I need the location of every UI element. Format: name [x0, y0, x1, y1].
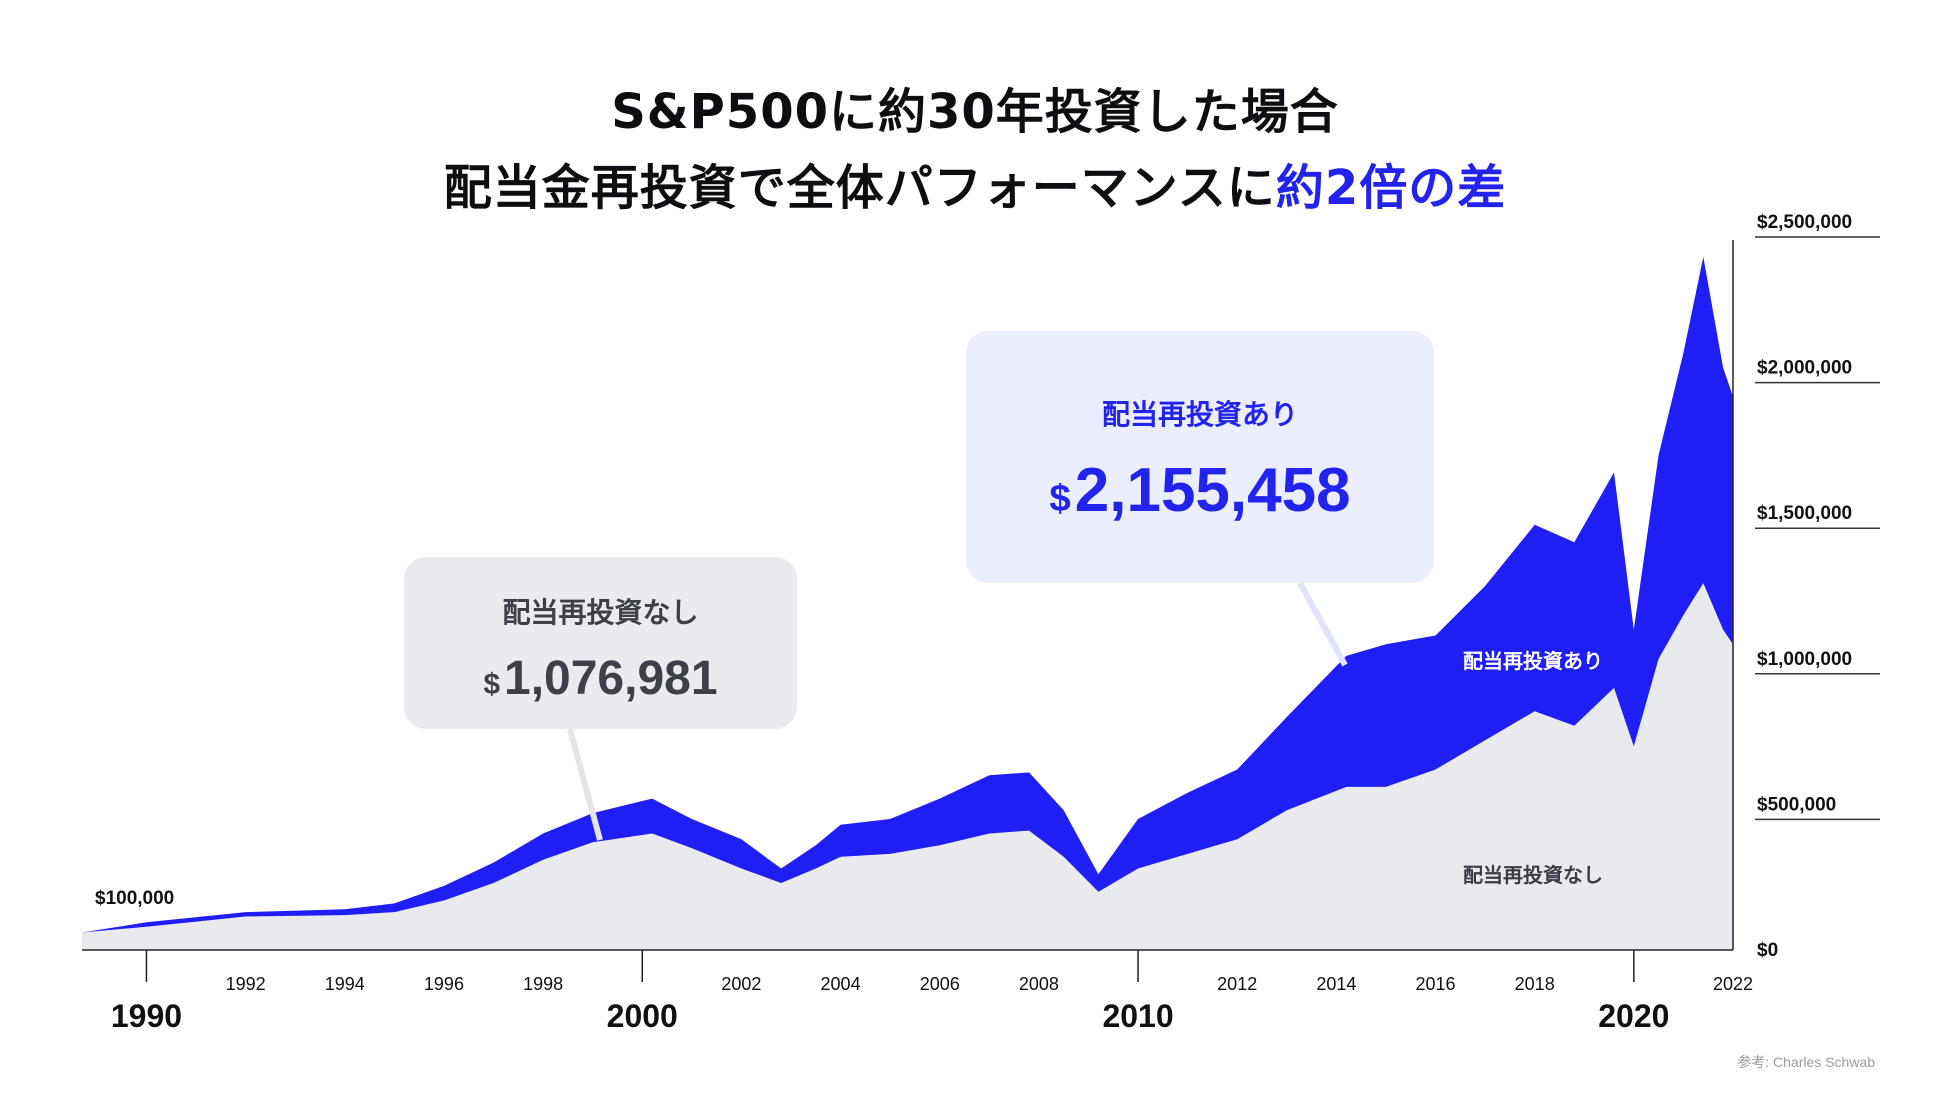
callout-without-currency: $: [483, 668, 500, 701]
callout-with-reinvestment: 配当再投資あり $2,155,458: [966, 331, 1434, 583]
series-label-with: 配当再投資あり: [1463, 649, 1603, 673]
source-note: 参考: Charles Schwab: [1737, 1054, 1875, 1070]
chart-title-line1: S&P500に約30年投資した場合: [611, 84, 1339, 140]
callout-without-value: $1,076,981: [404, 651, 797, 706]
callout-with-label: 配当再投資あり: [1101, 398, 1298, 431]
callout-with-amount: 2,155,458: [1074, 456, 1351, 525]
series-area-with-reinvestment: [82, 256, 1733, 950]
x-tick-label-minor: 2008: [1019, 974, 1059, 994]
callout-without-pointer: [567, 728, 603, 841]
x-tick-label-major: 2020: [1598, 998, 1669, 1034]
x-tick-label-major: 2010: [1102, 998, 1173, 1034]
chart-title-line2: 配当金再投資で全体パフォーマンスに約2倍の差: [0, 148, 1950, 218]
callout-without-label: 配当再投資なし: [502, 596, 699, 629]
x-tick-label-major: 2000: [607, 998, 678, 1034]
title-highlight: 約2倍の差: [1275, 160, 1507, 216]
y-tick-label: $0: [1757, 940, 1778, 961]
x-tick-label-minor: 2016: [1415, 974, 1455, 994]
series-area-without-reinvestment: [82, 583, 1733, 950]
y-tick-label: $1,500,000: [1757, 503, 1852, 524]
y-tick-label: $2,500,000: [1757, 212, 1852, 233]
callout-with-pointer: [1297, 581, 1348, 667]
x-tick-label-minor: 2002: [721, 974, 761, 994]
callout-with-currency: $: [1049, 477, 1071, 520]
callout-without-amount: 1,076,981: [504, 652, 718, 705]
x-tick-label-minor: 2004: [821, 974, 861, 994]
start-value-label: $100,000: [95, 888, 174, 909]
x-tick-label-major: 1990: [111, 998, 182, 1034]
y-tick-label: $2,000,000: [1757, 358, 1852, 379]
y-tick-label: $500,000: [1757, 794, 1836, 815]
x-tick-label-minor: 2014: [1316, 974, 1356, 994]
x-tick-label-minor: 1992: [226, 974, 266, 994]
x-tick-label-minor: 2006: [920, 974, 960, 994]
x-tick-label-minor: 2018: [1515, 974, 1555, 994]
x-tick-label-minor: 2012: [1217, 974, 1257, 994]
callout-without-reinvestment: 配当再投資なし $1,076,981: [404, 557, 797, 729]
x-tick-label-minor: 2022: [1713, 974, 1753, 994]
y-tick-label: $1,000,000: [1757, 649, 1852, 670]
x-tick-label-minor: 1996: [424, 974, 464, 994]
series-label-without: 配当再投資なし: [1463, 863, 1603, 887]
x-tick-label-minor: 1994: [325, 974, 365, 994]
title-line2-text: 配当金再投資で全体パフォーマンスに: [443, 160, 1276, 216]
x-tick-label-minor: 1998: [523, 974, 563, 994]
callout-with-value: $2,155,458: [966, 455, 1434, 526]
